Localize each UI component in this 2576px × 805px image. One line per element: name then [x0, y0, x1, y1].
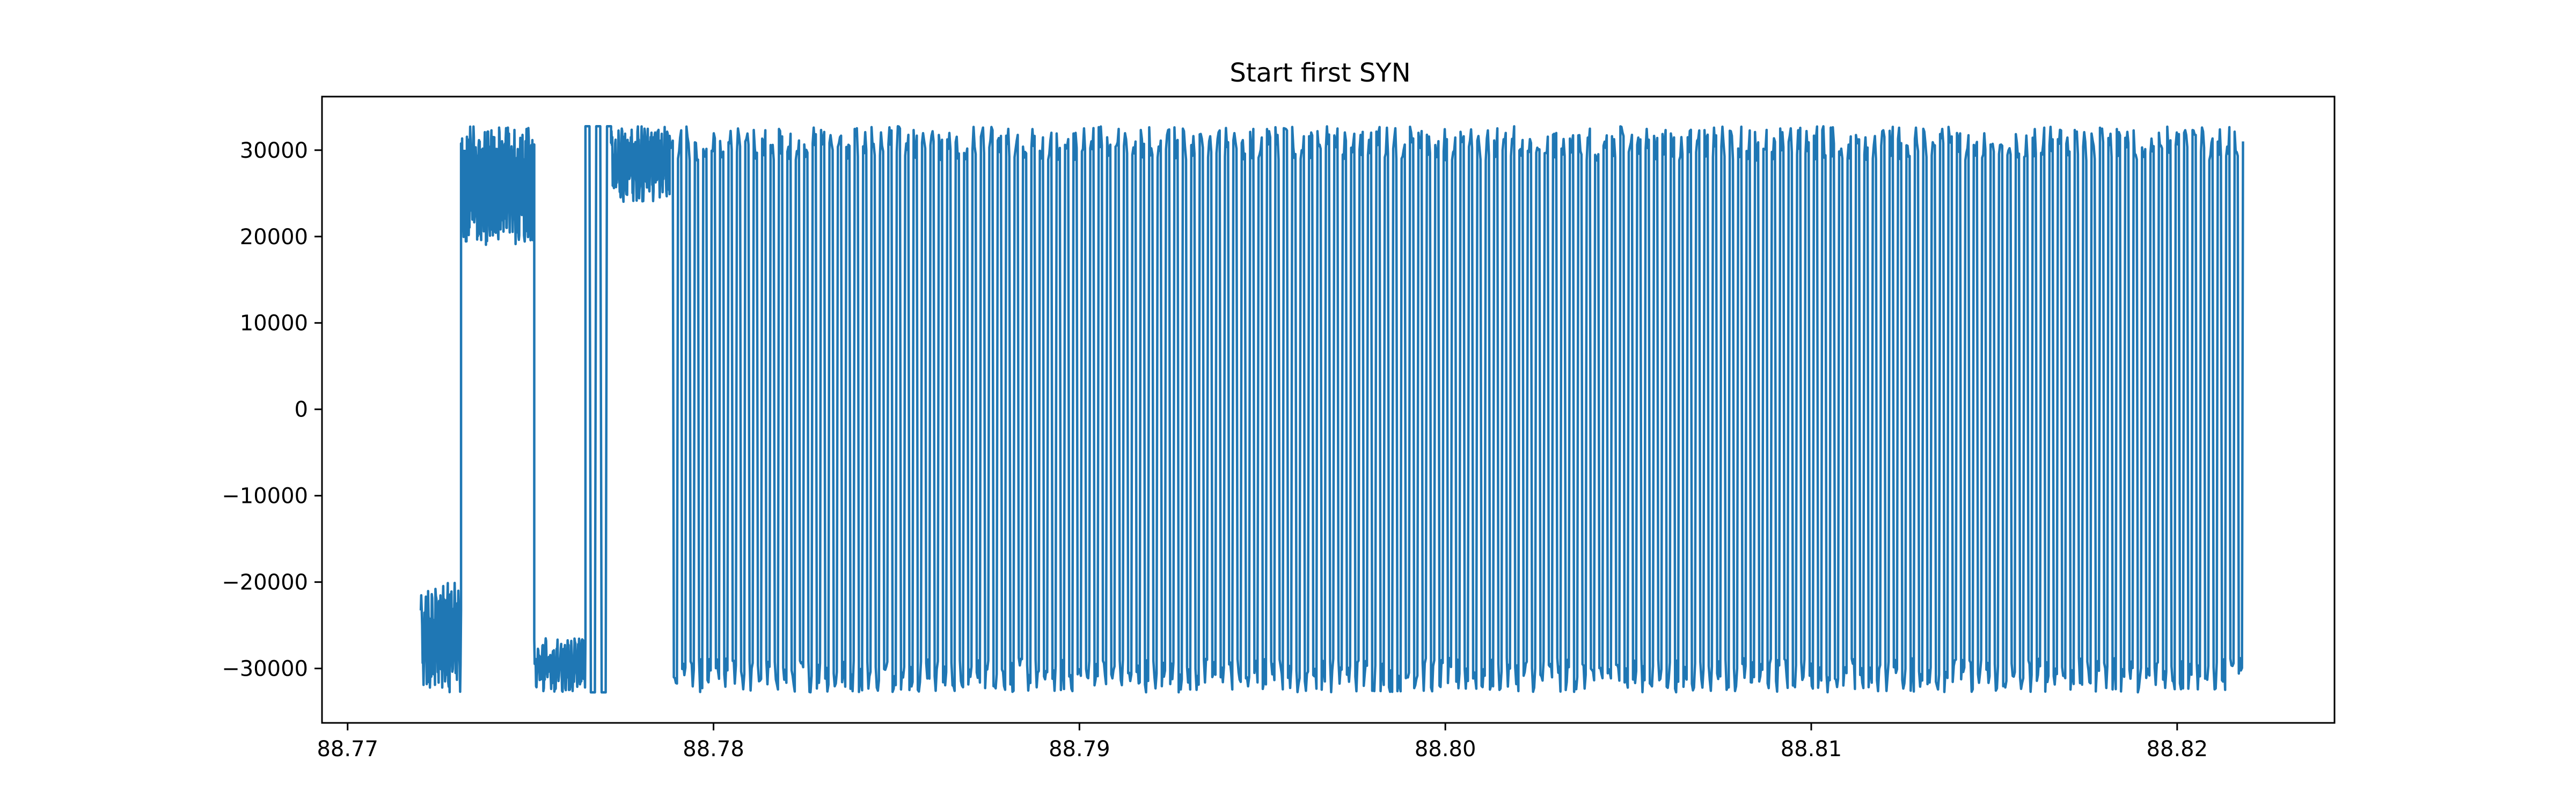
x-axis: 88.77 88.78 88.79 88.80 88.81 88.82 [317, 723, 2208, 762]
y-tick-label: 20000 [240, 225, 308, 250]
series-line [419, 125, 2244, 694]
chart-title: Start first SYN [1230, 58, 1410, 88]
y-tick-label: −20000 [222, 570, 308, 595]
x-tick-label: 88.81 [1781, 737, 1842, 762]
y-tick-label: 30000 [240, 138, 308, 163]
x-tick-label: 88.80 [1415, 737, 1476, 762]
x-tick-label: 88.78 [683, 737, 744, 762]
y-axis: 30000 20000 10000 0 −10000 −20000 −30000 [222, 138, 322, 682]
y-tick-label: −10000 [222, 484, 308, 509]
y-tick-label: −30000 [222, 657, 308, 682]
x-tick-label: 88.77 [317, 737, 378, 762]
y-tick-label: 10000 [240, 311, 308, 336]
x-tick-label: 88.79 [1049, 737, 1110, 762]
x-tick-label: 88.82 [2147, 737, 2208, 762]
y-tick-label: 0 [295, 398, 308, 422]
plot-area [419, 125, 2244, 694]
